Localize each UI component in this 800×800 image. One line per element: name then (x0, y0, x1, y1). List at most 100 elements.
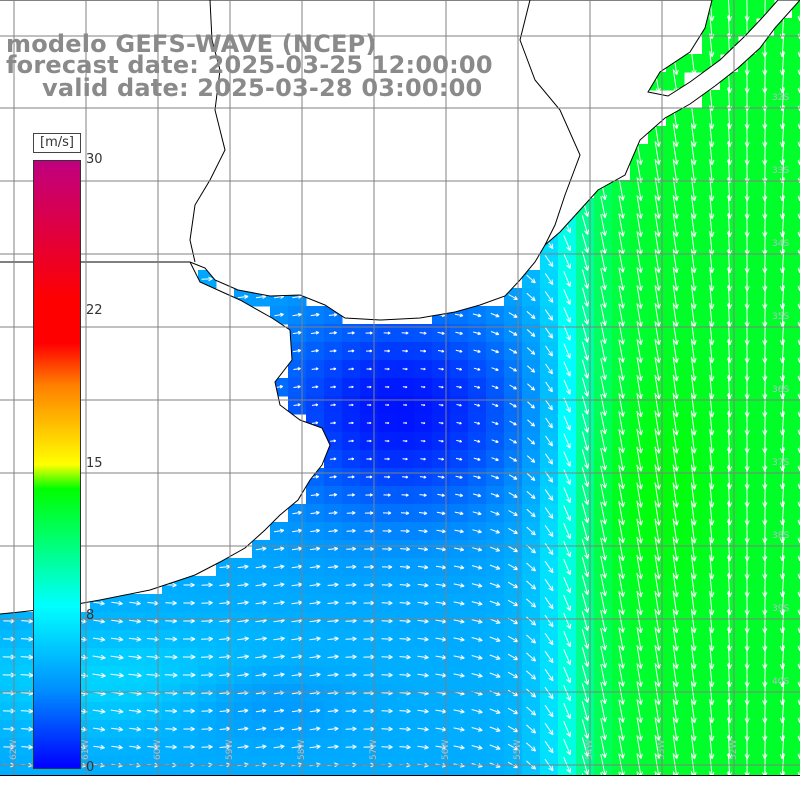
wind-arrow (618, 519, 625, 544)
wind-arrow (438, 385, 444, 389)
wind-arrow (400, 511, 410, 515)
wind-arrow (690, 105, 697, 130)
wind-arrow (456, 421, 462, 425)
wind-arrow (618, 249, 625, 273)
wind-arrow (672, 645, 679, 670)
wind-arrow (417, 618, 429, 624)
wind-speed-cell (414, 774, 433, 775)
wind-speed-cell (792, 558, 800, 577)
wind-speed-cell (792, 378, 800, 397)
wind-speed-cell (792, 360, 800, 379)
wind-arrow (453, 709, 465, 714)
wind-arrow (474, 421, 481, 425)
wind-arrow (654, 195, 661, 219)
wind-arrow (581, 629, 590, 650)
wind-arrow (20, 636, 34, 642)
wind-arrow (600, 537, 607, 561)
wind-arrow (345, 654, 357, 660)
wind-arrow (690, 428, 697, 454)
wind-arrow (345, 600, 357, 606)
wind-arrow (654, 663, 661, 687)
wind-arrow (797, 391, 800, 399)
wind-speed-cell (270, 774, 289, 775)
wind-arrow (600, 700, 607, 723)
wind-arrow (636, 591, 643, 616)
wind-arrow (618, 447, 625, 472)
wind-arrow (183, 744, 195, 750)
wind-arrow (581, 251, 589, 271)
wind-arrow (544, 560, 554, 574)
wind-arrow (165, 600, 177, 606)
wind-arrow (654, 141, 661, 165)
wind-arrow (600, 573, 607, 597)
wind-arrow (654, 285, 661, 309)
wind-arrow (636, 321, 643, 345)
wind-arrow (329, 349, 337, 353)
wind-arrow (690, 500, 697, 526)
wind-arrow (672, 267, 679, 292)
wind-arrow (381, 636, 393, 642)
wind-arrow (255, 294, 267, 299)
wind-arrow (420, 403, 426, 407)
wind-arrow (201, 726, 213, 732)
wind-arrow (544, 704, 554, 718)
wind-arrow (399, 636, 411, 642)
wind-arrow (456, 403, 462, 407)
longitude-label: 53W (657, 740, 667, 760)
wind-arrow (455, 457, 463, 461)
wind-arrow (92, 708, 106, 714)
wind-arrow (311, 385, 319, 389)
wind-arrow (618, 483, 625, 508)
wind-arrow (381, 600, 393, 606)
wind-speed-cell (144, 774, 163, 775)
wind-arrow (507, 581, 519, 589)
wind-arrow (455, 349, 463, 353)
wind-arrow (636, 393, 643, 418)
wind-arrow (508, 545, 519, 553)
wind-arrow (273, 654, 285, 660)
wind-arrow (399, 564, 411, 570)
wind-arrow (797, 139, 800, 147)
wind-arrow (581, 503, 590, 524)
wind-arrow (364, 546, 375, 552)
wind-arrow (164, 654, 178, 660)
wind-arrow (690, 627, 697, 652)
wind-arrow (183, 636, 196, 642)
wind-arrow (348, 421, 354, 425)
wind-arrow (110, 636, 124, 642)
wind-arrow (399, 654, 411, 660)
wind-arrow (636, 446, 643, 472)
wind-arrow (526, 329, 536, 337)
colorbar-tick-15: 15 (86, 456, 103, 471)
wind-arrow (527, 419, 536, 427)
wind-arrow (563, 289, 571, 305)
wind-arrow (420, 349, 427, 353)
wind-arrow (454, 529, 464, 534)
wind-arrow (672, 428, 679, 454)
wind-arrow (581, 305, 589, 325)
wind-arrow (600, 718, 607, 741)
wind-arrow (544, 722, 554, 736)
wind-arrow (672, 446, 679, 472)
wind-arrow (327, 726, 339, 732)
wind-arrow (366, 385, 372, 389)
wind-arrow (489, 672, 501, 678)
wind-arrow (364, 511, 374, 515)
wind-arrow (402, 349, 409, 353)
wind-arrow (348, 385, 354, 389)
latitude-label: 34S (772, 239, 789, 249)
wind-arrow (690, 123, 697, 148)
wind-arrow (201, 600, 213, 606)
wind-arrow (618, 429, 625, 454)
wind-arrow (490, 546, 501, 552)
wind-arrow (346, 546, 357, 552)
wind-arrow (563, 523, 572, 540)
wind-speed-cell (450, 774, 469, 775)
wind-arrow (383, 475, 391, 479)
wind-arrow (581, 575, 590, 596)
wind-arrow (345, 672, 357, 678)
wind-arrow (21, 726, 34, 732)
wind-arrow (311, 403, 319, 407)
colorbar-tick-30: 30 (86, 152, 103, 167)
wind-speed-cell (792, 774, 800, 775)
